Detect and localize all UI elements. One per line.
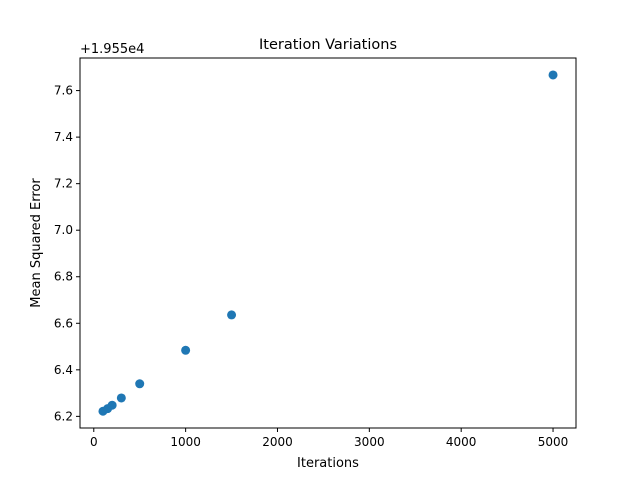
x-tick-label: 2000 xyxy=(262,435,293,449)
y-tick-label: 7.2 xyxy=(54,177,73,191)
x-tick-label: 0 xyxy=(90,435,98,449)
data-point xyxy=(108,401,117,410)
data-point xyxy=(181,346,190,355)
y-tick-label: 6.2 xyxy=(54,409,73,423)
y-tick-label: 7.4 xyxy=(54,130,73,144)
data-point xyxy=(549,70,558,79)
y-tick-label: 6.4 xyxy=(54,363,73,377)
x-tick-label: 1000 xyxy=(170,435,201,449)
data-point xyxy=(117,393,126,402)
x-tick-label: 3000 xyxy=(354,435,385,449)
y-tick-label: 6.8 xyxy=(54,270,73,284)
y-tick-label: 6.6 xyxy=(54,316,73,330)
chart-title: Iteration Variations xyxy=(259,37,397,53)
x-axis-label: Iterations xyxy=(297,456,359,471)
y-tick-label: 7.0 xyxy=(54,223,73,237)
y-offset-label: +1.955e4 xyxy=(80,42,144,57)
y-tick-label: 7.6 xyxy=(54,84,73,98)
y-axis-label: Mean Squared Error xyxy=(29,178,44,308)
data-point xyxy=(135,379,144,388)
x-tick-label: 4000 xyxy=(446,435,477,449)
x-tick-label: 5000 xyxy=(538,435,569,449)
data-point xyxy=(227,310,236,319)
